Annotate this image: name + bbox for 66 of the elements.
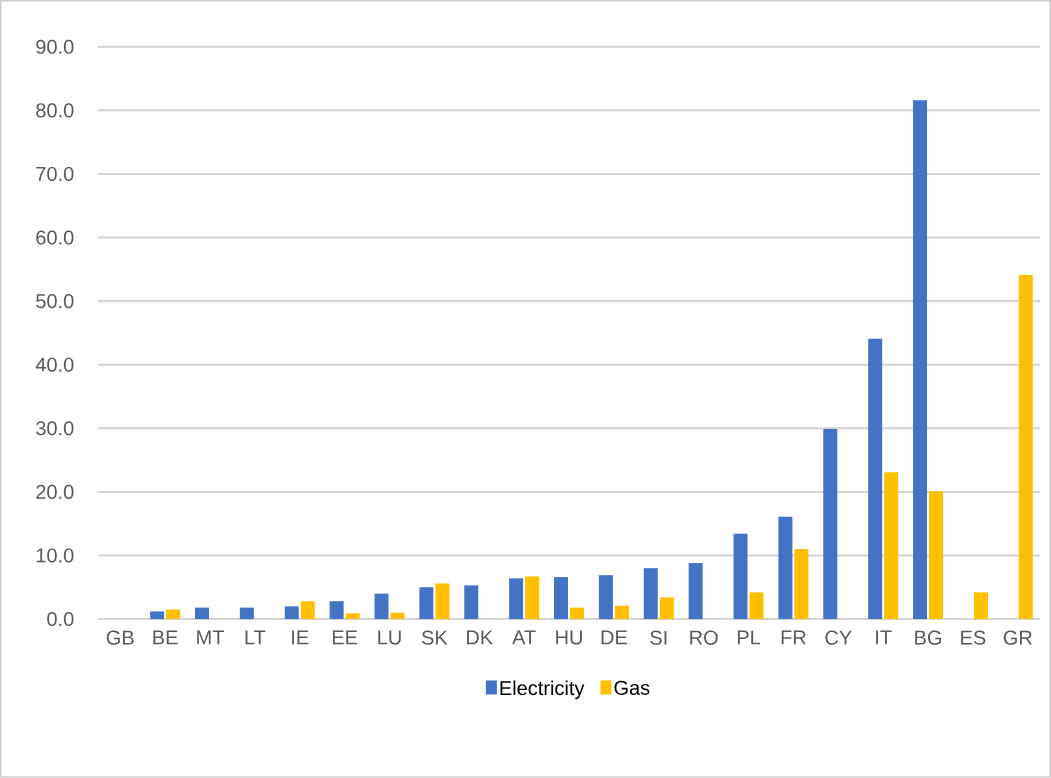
x-tick-label: AT [512,630,536,645]
bar [868,338,883,620]
bar [688,563,703,620]
bar [509,578,524,620]
bar [239,607,254,620]
y-tick-label: 40.0 [35,357,74,372]
x-tick-label: LT [245,630,266,645]
legend-label: Gas [614,680,650,695]
bar [554,577,569,620]
x-tick-label: EE [332,630,358,645]
x-tick-label: PL [737,630,761,645]
y-tick-label: 90.0 [36,39,74,54]
bar [374,593,389,620]
bar [419,587,434,620]
x-tick-label: GB [106,630,134,645]
bar [390,612,405,620]
y-tick-label: 20.0 [36,484,74,500]
x-tick-label: LU [378,630,401,645]
bar [300,601,315,620]
y-tick-label: 60.0 [36,230,74,245]
x-tick-label: IE [292,630,309,645]
y-tick-label: 70.0 [36,166,74,182]
y-tick-label: 10.0 [36,548,74,563]
x-tick-label: BE [153,630,178,645]
bar [284,606,299,620]
bar [659,597,674,620]
bar [329,601,344,620]
bar [166,609,181,620]
y-tick-label: 0.0 [47,612,74,627]
x-tick-label: CY [825,630,852,645]
y-tick-label: 30.0 [36,421,74,436]
x-tick-label: ES [961,630,986,645]
x-tick-label: SK [421,630,448,645]
bar [823,428,838,620]
bar [929,491,944,620]
y-tick-label: 80.0 [36,103,74,118]
x-tick-label: SI [650,630,667,645]
y-tick-label: 50.0 [36,294,74,309]
bar [794,549,809,620]
bar [464,585,479,620]
bar [614,605,629,620]
x-tick-label: RO [690,630,718,645]
bar [345,613,360,620]
x-tick-label: DE [601,630,627,645]
bar [194,607,209,620]
x-tick-label: DK [467,630,493,645]
bar [150,611,165,620]
x-tick-label: BG [915,630,941,645]
x-tick-label: FR [781,630,806,645]
bar [1018,275,1033,620]
bar [913,100,928,620]
bar [884,472,899,620]
bar [778,516,793,620]
x-tick-label: IT [876,630,892,645]
x-tick-label: HU [556,630,582,645]
bar [733,533,748,620]
bar [643,568,658,620]
x-tick-label: GR [1003,630,1032,645]
bar [749,592,764,620]
x-tick-label: MT [197,630,224,645]
bar [570,607,585,620]
bar [525,576,540,620]
bar [973,592,988,620]
bar [435,583,450,620]
legend-label: Electricity [500,680,585,700]
bar [598,575,613,620]
